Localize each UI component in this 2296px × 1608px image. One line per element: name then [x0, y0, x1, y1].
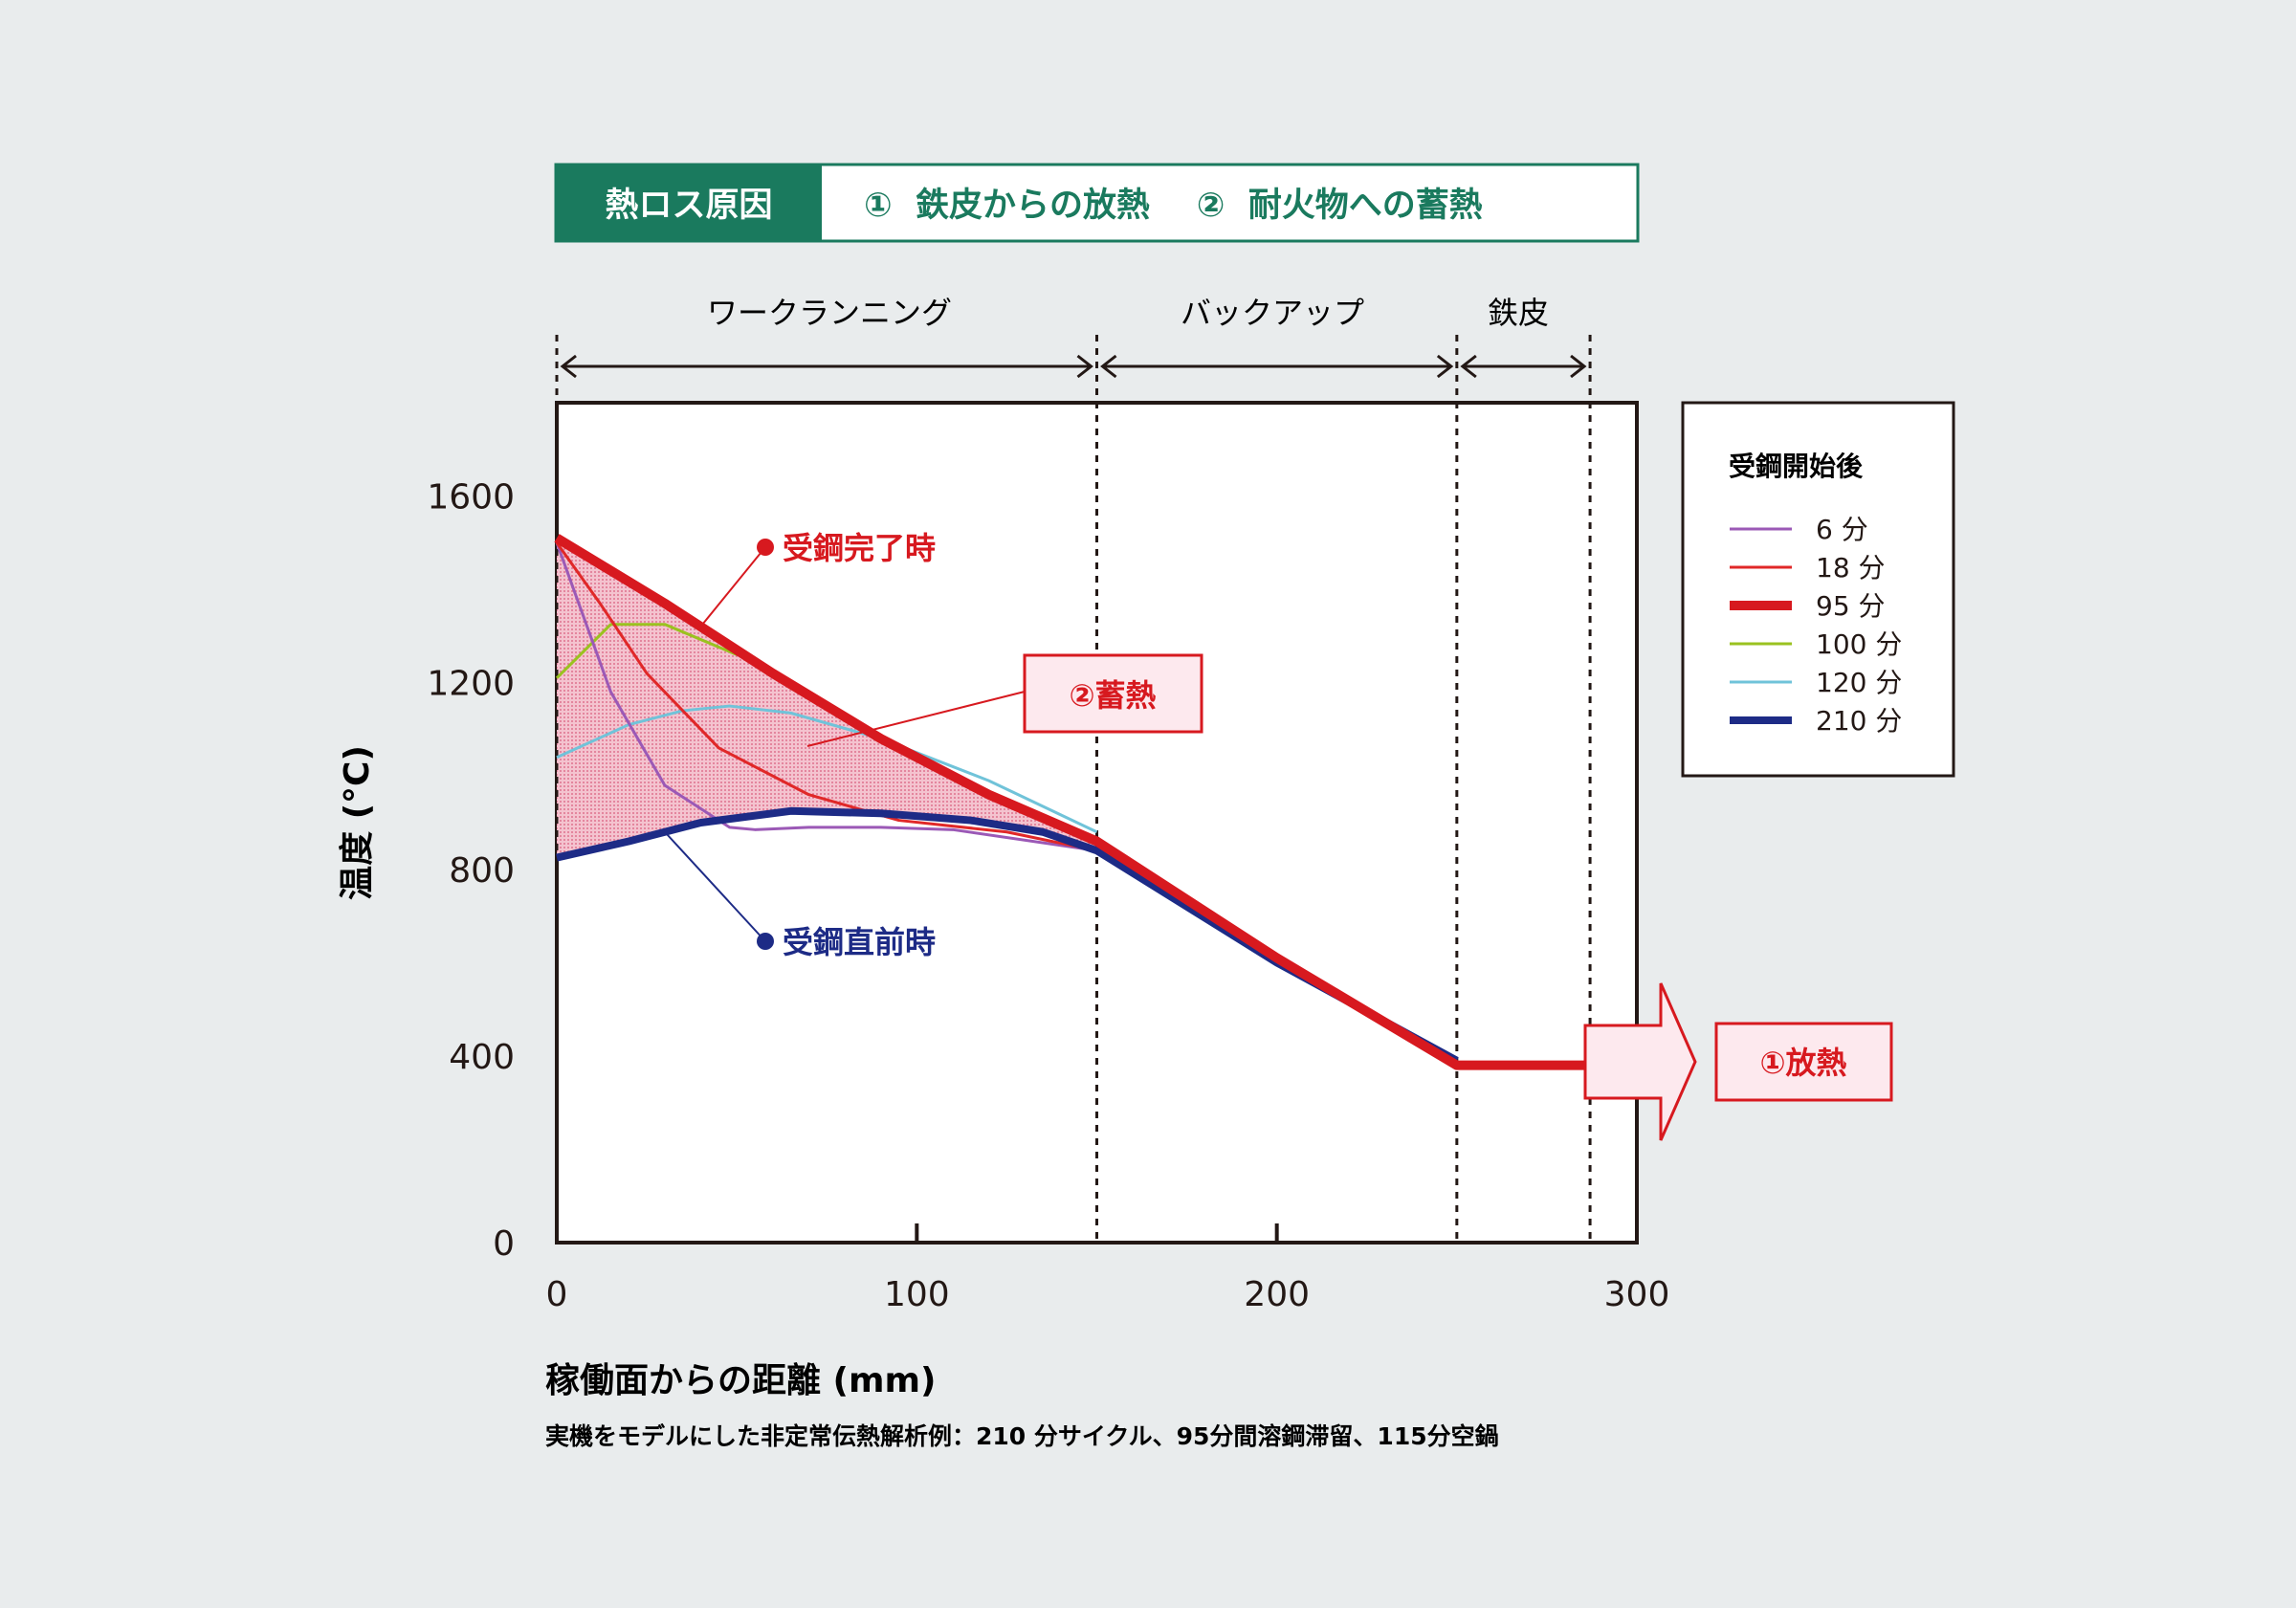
- y-tick-label: 800: [449, 851, 515, 891]
- legend-title: 受鋼開始後: [1729, 451, 1864, 482]
- header-causes: ① 鉄皮からの放熱 ② 耐火物への蓄熱: [864, 186, 1483, 225]
- footnote: 実機をモデルにした非定常伝熱解析例：210 分サイクル、95分間溶鋼滞留、115…: [545, 1422, 1499, 1450]
- y-tick-label: 1600: [427, 478, 515, 518]
- legend-label: 120 分: [1816, 667, 1902, 698]
- annotation-before: 受鋼直前時: [666, 833, 936, 960]
- legend-label: 18 分: [1816, 552, 1886, 584]
- annotation-heat-release: ①放熱: [1714, 1022, 1893, 1102]
- legend-label: 95 分: [1816, 590, 1886, 622]
- y-tick-label: 0: [493, 1224, 515, 1264]
- legend-label: 6 分: [1816, 514, 1868, 545]
- annotation-heat-storage-text: ②蓄熱: [1069, 677, 1156, 714]
- header-label: 熱ロス原因: [605, 187, 772, 225]
- x-tick-label: 0: [546, 1275, 568, 1314]
- x-tick-label: 200: [1244, 1275, 1310, 1314]
- series-line-120分: [556, 704, 1098, 834]
- zone-arrow-head: [1570, 354, 1587, 379]
- zone-annotations: ワークランニング バックアップ 鉄皮: [560, 295, 1587, 379]
- zone-label-backup: バックアップ: [1181, 295, 1364, 331]
- y-axis-label: 温度 (°C): [338, 745, 377, 900]
- zone-arrow-head: [1436, 354, 1454, 379]
- series-line-18分: [555, 541, 1097, 852]
- legend-label: 210 分: [1816, 705, 1902, 737]
- x-axis-label: 稼働面からの距離 (mm): [545, 1361, 936, 1400]
- x-tick-label: 100: [884, 1275, 950, 1314]
- legend: 受鋼開始後 6 分 18 分 95 分 100 分 120 分 210 分: [1681, 401, 1955, 778]
- zone-label-working: ワークランニング: [707, 295, 952, 331]
- zone-arrow-head: [1100, 354, 1117, 379]
- annotation-completion: 受鋼完了時: [697, 530, 936, 630]
- series-line-6分: [555, 541, 1097, 852]
- y-tick-label: 400: [449, 1038, 515, 1077]
- series-line-100分: [555, 623, 738, 679]
- heat-release-arrow: [1583, 982, 1697, 1141]
- y-tick-label: 1200: [427, 665, 515, 704]
- annotation-before-text: 受鋼直前時: [783, 924, 936, 960]
- heat-loss-header: 熱ロス原因 ① 鉄皮からの放熱 ② 耐火物への蓄熱: [554, 163, 1640, 243]
- annotation-heat-storage: ②蓄熱: [806, 653, 1203, 747]
- heat-storage-band: [557, 538, 1097, 858]
- legend-label: 100 分: [1816, 628, 1902, 660]
- zone-arrow-head: [560, 354, 577, 379]
- series-line-210分: [556, 806, 1459, 1065]
- annotation-completion-text: 受鋼完了時: [783, 530, 936, 566]
- zone-arrow-head: [1460, 354, 1477, 379]
- zone-arrow-head: [1076, 354, 1093, 379]
- annotation-heat-release-text: ①放熱: [1759, 1045, 1846, 1081]
- zone-label-shell: 鉄皮: [1488, 295, 1549, 331]
- x-tick-label: 300: [1604, 1275, 1670, 1314]
